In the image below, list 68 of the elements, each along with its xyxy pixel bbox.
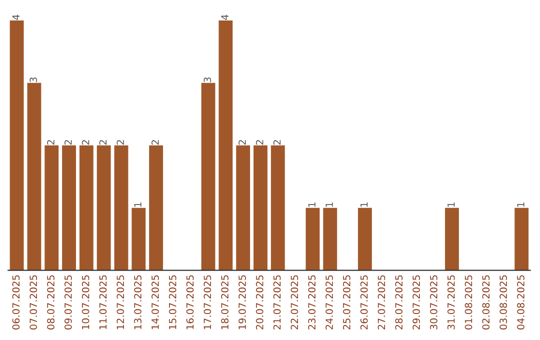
bar (323, 208, 338, 270)
bar (201, 82, 216, 270)
x-tick-label: 07.07.2025 (30, 275, 38, 330)
x-tick-label: 19.07.2025 (238, 275, 246, 330)
x-tick-label: 22.07.2025 (290, 275, 298, 330)
data-label: 2 (64, 140, 72, 145)
x-tick-label: 27.07.2025 (378, 275, 386, 330)
bar (62, 145, 76, 270)
bar (10, 20, 24, 270)
x-tick-label: 29.07.2025 (412, 275, 420, 330)
x-tick-label: 15.07.2025 (168, 275, 176, 330)
bar (96, 145, 111, 270)
data-label: 2 (116, 140, 124, 145)
x-tick-label: 06.07.2025 (12, 275, 20, 330)
bar (306, 208, 320, 270)
bar (358, 208, 372, 270)
x-tick-label: 14.07.2025 (152, 275, 159, 330)
x-tick-label: 03.08.2025 (500, 275, 507, 330)
x-tick-label: 10.07.2025 (82, 275, 90, 330)
x-tick-label: 16.07.2025 (186, 275, 194, 330)
x-tick-label: 31.07.2025 (447, 275, 455, 330)
x-tick-label: 11.07.2025 (99, 275, 107, 330)
x-tick-label: 30.07.2025 (430, 275, 438, 330)
x-tick-label: 25.07.2025 (342, 275, 350, 330)
data-label: 4 (221, 14, 228, 20)
data-label: 2 (238, 140, 246, 145)
bar (514, 208, 529, 270)
data-label: 2 (273, 140, 281, 145)
data-label: 3 (204, 77, 212, 82)
x-tick-label: 20.07.2025 (256, 275, 264, 330)
data-label: 1 (308, 202, 316, 207)
data-label: 1 (326, 202, 333, 207)
x-tick-label: 28.07.2025 (395, 275, 403, 330)
x-tick-label: 09.07.2025 (64, 275, 72, 330)
bar (444, 208, 459, 270)
bar (132, 208, 146, 270)
x-tick-label: 17.07.2025 (204, 275, 212, 330)
x-tick-label: 01.08.2025 (464, 275, 472, 330)
data-label: 2 (256, 140, 264, 145)
x-tick-label: 04.08.2025 (517, 275, 524, 330)
data-label: 4 (12, 14, 20, 20)
bar (254, 145, 268, 270)
bar (27, 82, 42, 270)
x-tick-label: 24.07.2025 (326, 275, 333, 330)
data-label: 2 (99, 140, 107, 145)
x-tick-label: 13.07.2025 (134, 275, 142, 330)
bar (218, 20, 233, 270)
x-tick-label: 12.07.2025 (116, 275, 124, 330)
data-label: 1 (360, 202, 368, 207)
data-label: 2 (47, 140, 54, 145)
bar (44, 145, 59, 270)
x-tick-label: 02.08.2025 (482, 275, 490, 330)
x-tick-label: 08.07.2025 (47, 275, 54, 330)
bar (270, 145, 285, 270)
data-label: 1 (448, 202, 455, 207)
bar (79, 145, 94, 270)
x-tick-label: 18.07.2025 (221, 275, 228, 330)
x-tick-label: 21.07.2025 (273, 275, 281, 330)
bar (114, 145, 128, 270)
x-tick-label: 23.07.2025 (308, 275, 316, 330)
data-label: 1 (517, 202, 524, 207)
data-label: 1 (134, 202, 142, 207)
data-label: 3 (30, 77, 38, 82)
data-label: 2 (152, 140, 159, 145)
bar (149, 145, 164, 270)
x-tick-label: 26.07.2025 (360, 275, 368, 330)
data-label: 2 (82, 140, 90, 145)
bar (236, 145, 250, 270)
